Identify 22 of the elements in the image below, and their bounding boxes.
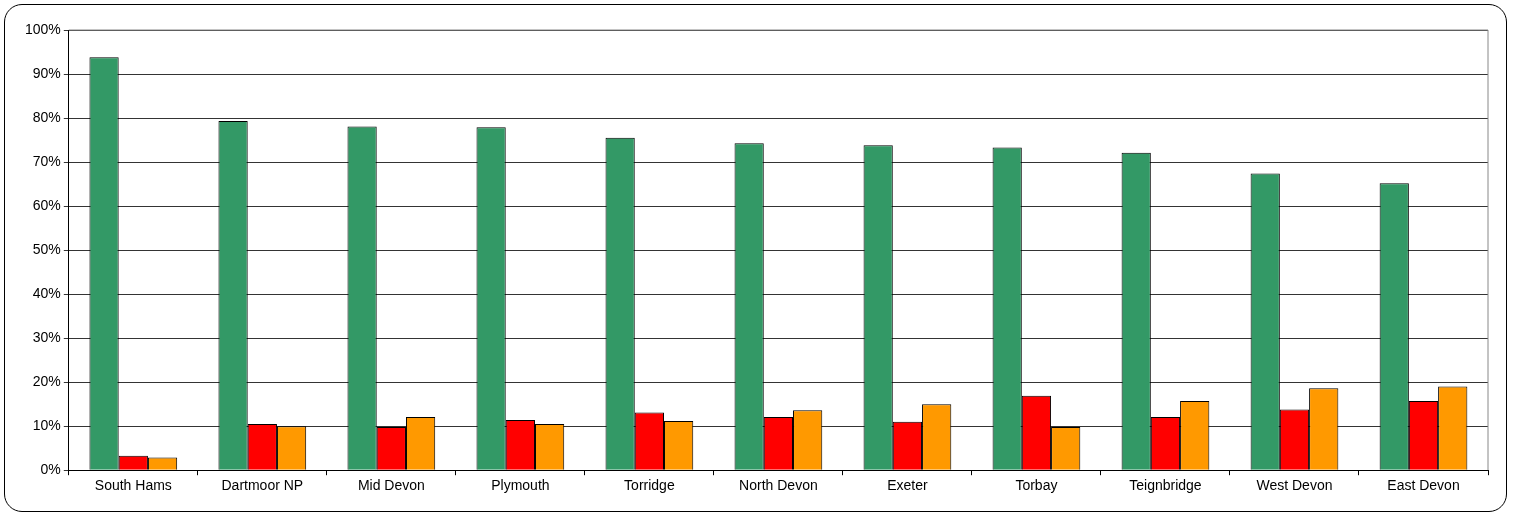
y-tick-label: 40% <box>32 284 61 301</box>
y-tick-label: 70% <box>32 152 61 169</box>
x-tick-label: East Devon <box>1387 477 1460 494</box>
y-tick-label: 80% <box>32 108 61 125</box>
x-tick-label: South Hams <box>94 477 172 494</box>
y-tick-label: 60% <box>32 196 61 213</box>
x-tick-label: Plymouth <box>491 477 550 494</box>
x-tick-label: Torbay <box>1015 477 1058 494</box>
y-tick-label: 20% <box>32 373 61 390</box>
x-tick-label: Exeter <box>887 477 928 494</box>
x-tick-label: West Devon <box>1256 477 1333 494</box>
y-tick-label: 10% <box>32 417 61 434</box>
x-tick-label: Teignbridge <box>1129 477 1202 494</box>
y-tick-label: 100% <box>24 20 61 37</box>
x-tick-label: Mid Devon <box>357 477 425 494</box>
y-tick-label: 30% <box>32 329 61 345</box>
y-tick-label: 90% <box>32 64 61 81</box>
y-tick-label: 50% <box>32 240 61 257</box>
x-tick-label: Torridge <box>624 477 675 494</box>
x-tick-label: North Devon <box>739 477 818 494</box>
y-tick-label: 0% <box>40 461 61 478</box>
x-tick-label: Dartmoor NP <box>221 477 304 494</box>
